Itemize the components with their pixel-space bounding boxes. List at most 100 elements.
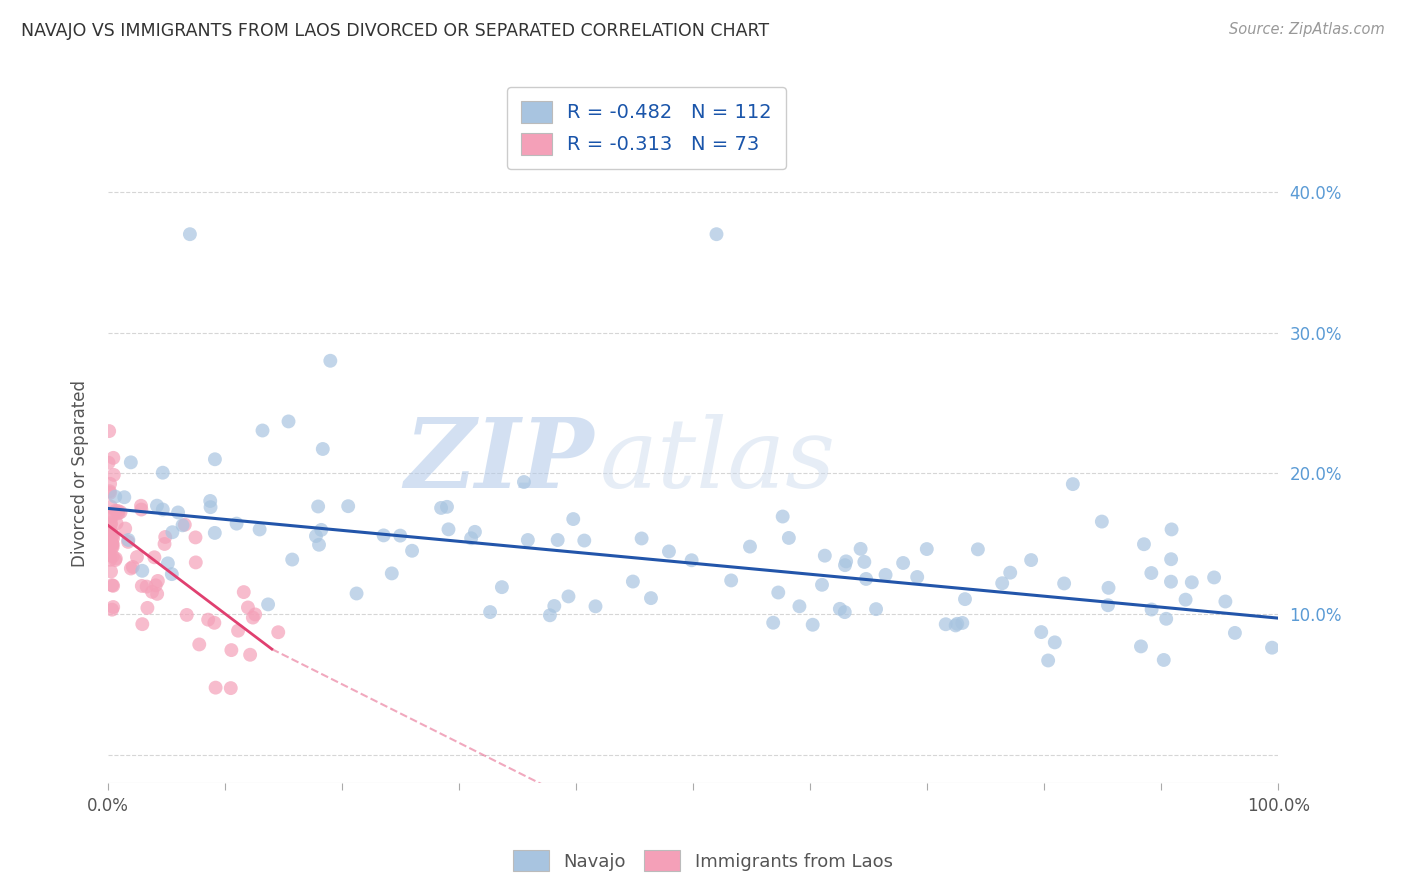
Point [658,544,681,558]
Point [277,414,299,428]
Point [621,574,644,589]
Point [101,579,124,593]
Point [1133,537,1156,551]
Point [239,648,262,662]
Point [131,564,153,578]
Point [312,442,335,456]
Point [200,494,222,508]
Point [146,499,169,513]
Point [1091,515,1114,529]
Point [865,602,887,616]
Point [173,517,195,532]
Point [430,500,453,515]
Point [1174,592,1197,607]
Point [1097,599,1119,613]
Point [307,500,329,514]
Point [100,508,122,522]
Point [120,561,142,575]
Point [100,535,122,549]
Point [98,553,121,567]
Point [1261,640,1284,655]
Point [184,530,207,544]
Point [706,227,728,242]
Point [1181,575,1204,590]
Point [267,625,290,640]
Point [141,585,163,599]
Text: ZIP: ZIP [404,414,593,508]
Point [834,605,856,619]
Point [155,530,177,544]
Text: Source: ZipAtlas.com: Source: ZipAtlas.com [1229,22,1385,37]
Point [131,579,153,593]
Point [125,549,148,564]
Point [101,537,124,551]
Point [1215,594,1237,608]
Point [381,566,404,581]
Point [204,681,226,695]
Point [1062,477,1084,491]
Point [219,681,242,695]
Point [101,536,124,550]
Point [681,553,703,567]
Point [1223,626,1246,640]
Point [104,490,127,504]
Point [104,504,127,518]
Point [202,615,225,630]
Point [226,624,249,638]
Point [152,466,174,480]
Point [179,227,201,242]
Point [101,578,124,592]
Point [112,490,135,504]
Point [100,500,122,514]
Point [305,529,328,543]
Point [131,617,153,632]
Point [135,580,157,594]
Point [143,550,166,565]
Point [110,505,132,519]
Point [967,542,990,557]
Point [200,500,222,515]
Point [101,531,124,545]
Point [835,554,858,568]
Point [801,617,824,632]
Point [915,542,938,557]
Point [720,574,742,588]
Point [117,534,139,549]
Point [131,502,153,516]
Point [188,637,211,651]
Point [117,533,139,547]
Point [146,574,169,588]
Point [935,617,957,632]
Point [1043,635,1066,649]
Point [1097,581,1119,595]
Point [100,565,122,579]
Point [557,590,579,604]
Point [197,613,219,627]
Point [120,455,142,469]
Point [1000,566,1022,580]
Point [204,452,226,467]
Point [1129,640,1152,654]
Point [98,424,121,438]
Point [853,555,876,569]
Point [97,456,120,470]
Point [101,602,124,616]
Point [875,567,897,582]
Point [103,600,125,615]
Point [513,475,536,489]
Point [97,531,120,545]
Point [640,591,662,606]
Point [97,527,120,541]
Point [243,607,266,622]
Point [1204,570,1226,584]
Point [1154,612,1177,626]
Text: NAVAJO VS IMMIGRANTS FROM LAOS DIVORCED OR SEPARATED CORRELATION CHART: NAVAJO VS IMMIGRANTS FROM LAOS DIVORCED … [21,22,769,40]
Point [543,599,565,613]
Point [401,543,423,558]
Point [311,523,333,537]
Point [225,516,247,531]
Point [538,608,561,623]
Point [1140,602,1163,616]
Point [562,512,585,526]
Point [516,533,538,547]
